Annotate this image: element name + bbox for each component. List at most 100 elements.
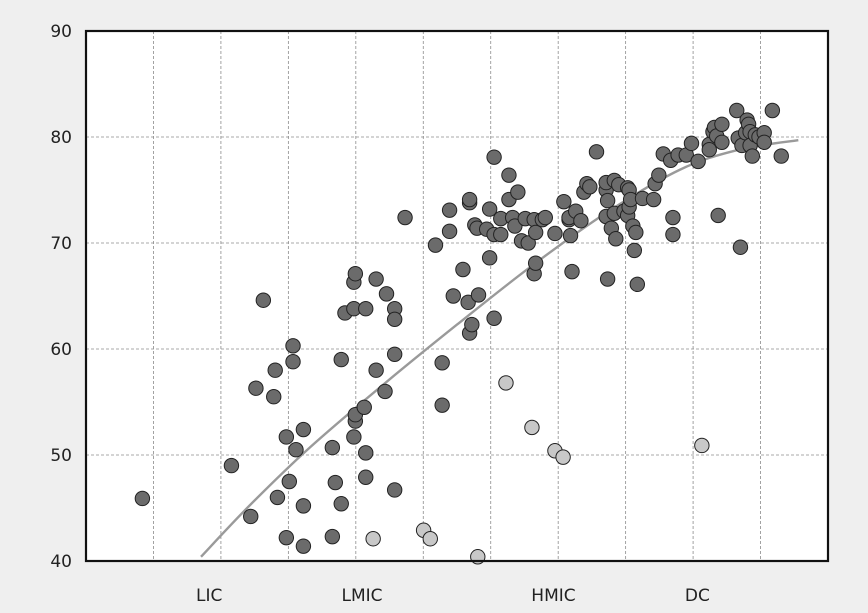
data-point xyxy=(732,239,749,255)
data-point xyxy=(386,482,403,498)
data-point xyxy=(608,231,624,247)
data-point-light xyxy=(524,419,540,436)
data-point xyxy=(333,351,349,368)
x-category-label: DC xyxy=(685,586,710,606)
data-point xyxy=(599,271,616,287)
data-point xyxy=(223,457,240,474)
data-point xyxy=(358,469,374,485)
data-point xyxy=(386,346,403,362)
data-point xyxy=(501,167,517,183)
data-point xyxy=(434,355,450,371)
data-point-light xyxy=(422,531,438,547)
points-layer xyxy=(134,102,789,565)
data-point xyxy=(358,445,374,461)
data-point xyxy=(564,263,580,280)
data-point xyxy=(665,226,681,243)
data-point xyxy=(629,276,646,293)
data-point xyxy=(267,362,283,378)
y-tick-label: 60 xyxy=(50,340,72,360)
data-point xyxy=(368,362,384,378)
data-point xyxy=(346,429,362,445)
data-point xyxy=(269,489,286,506)
data-point xyxy=(427,237,444,253)
x-category-label: HMIC xyxy=(531,586,575,606)
data-point xyxy=(285,354,301,370)
data-point xyxy=(397,209,413,226)
data-point xyxy=(333,496,349,512)
data-point xyxy=(324,528,341,545)
data-point xyxy=(295,498,312,514)
data-point xyxy=(464,316,480,333)
data-point xyxy=(527,255,544,271)
data-point xyxy=(356,399,372,415)
y-tick-label: 80 xyxy=(50,128,72,148)
data-point xyxy=(278,529,295,546)
data-point xyxy=(507,218,523,234)
data-point xyxy=(441,202,458,218)
data-point xyxy=(455,261,471,278)
data-point xyxy=(445,288,461,304)
data-point-light xyxy=(555,449,571,465)
data-point xyxy=(295,538,312,554)
data-point xyxy=(288,442,304,458)
y-tick-label: 90 xyxy=(50,22,72,42)
data-point xyxy=(773,148,789,164)
data-point-light xyxy=(498,375,514,391)
data-point xyxy=(486,149,502,165)
data-point xyxy=(327,474,344,491)
data-point xyxy=(764,102,781,119)
data-point xyxy=(441,223,458,240)
data-point xyxy=(510,184,526,200)
data-point xyxy=(573,213,589,229)
data-point xyxy=(710,207,726,224)
y-tick-label: 40 xyxy=(50,552,72,572)
data-point xyxy=(744,148,761,164)
data-point xyxy=(486,310,502,326)
data-point xyxy=(255,292,272,308)
data-point xyxy=(368,271,384,287)
x-category-label: LMIC xyxy=(342,586,383,606)
data-point xyxy=(562,227,579,244)
data-point xyxy=(651,167,667,183)
data-point xyxy=(347,266,364,282)
data-point xyxy=(278,429,295,445)
data-point xyxy=(134,490,151,507)
data-point xyxy=(520,235,536,251)
data-point-light xyxy=(694,437,710,454)
data-point xyxy=(493,226,509,243)
data-point xyxy=(599,192,616,209)
data-point xyxy=(714,116,730,132)
x-category-label: LIC xyxy=(196,586,222,606)
data-point xyxy=(683,135,700,152)
data-point xyxy=(665,209,681,226)
data-point xyxy=(461,191,478,208)
data-point xyxy=(481,201,498,217)
data-point xyxy=(358,301,374,317)
data-point xyxy=(248,380,264,396)
data-point xyxy=(527,224,544,241)
data-point xyxy=(377,383,393,400)
data-point xyxy=(645,191,662,208)
plot-frame xyxy=(84,29,830,563)
data-point xyxy=(556,193,572,210)
axis-layer: 40 50 60 70 80 90 LIC LMIC HMIC DC xyxy=(50,22,830,606)
data-point xyxy=(628,224,644,241)
data-point xyxy=(434,397,450,413)
y-tick-label: 70 xyxy=(50,234,72,254)
data-point xyxy=(378,286,395,302)
data-point xyxy=(285,338,301,354)
data-point xyxy=(481,250,498,266)
data-point xyxy=(324,439,341,456)
data-point xyxy=(547,225,563,242)
data-point-light xyxy=(365,531,381,547)
data-point xyxy=(729,102,745,119)
data-point xyxy=(281,473,298,490)
data-point xyxy=(714,134,730,151)
data-point xyxy=(243,508,259,525)
data-point xyxy=(295,421,312,438)
data-point xyxy=(582,179,598,195)
data-point xyxy=(537,209,553,226)
data-point xyxy=(386,311,403,328)
data-point xyxy=(690,153,706,170)
